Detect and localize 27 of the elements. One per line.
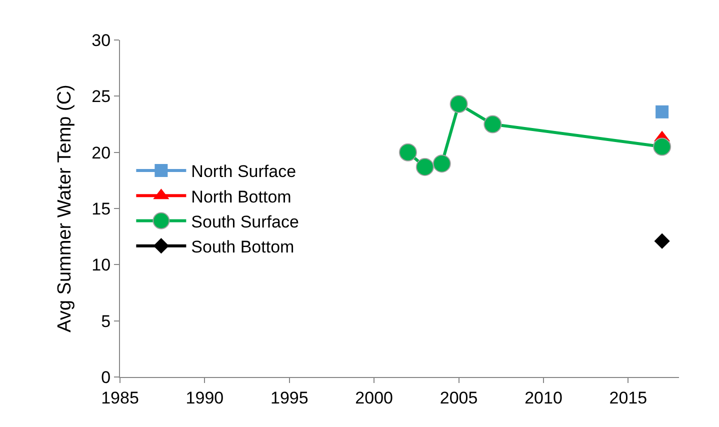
legend-label: North Bottom	[191, 187, 292, 206]
x-tick-label: 2010	[524, 388, 562, 408]
point	[432, 154, 451, 173]
legend-label: South Surface	[191, 212, 299, 232]
point	[653, 138, 672, 156]
point	[484, 115, 502, 134]
legend-label: North Surface	[191, 162, 296, 182]
point	[398, 143, 417, 162]
x-tick-label: 2015	[609, 388, 648, 408]
x-tick-label: 1985	[101, 388, 139, 408]
x-tick-label: 2000	[355, 388, 394, 408]
point	[654, 233, 670, 249]
y-tick-label: 0	[101, 368, 111, 387]
y-tick-label: 25	[92, 87, 111, 106]
point	[450, 95, 468, 114]
y-tick-label: 30	[92, 30, 111, 50]
y-tick-label: 10	[92, 256, 111, 275]
x-tick-label: 1995	[270, 388, 308, 408]
legend-label: South Bottom	[191, 237, 294, 256]
point	[416, 158, 434, 176]
y-tick-label: 5	[101, 312, 111, 331]
y-tick-label: 15	[92, 199, 111, 218]
x-tick-label: 1990	[186, 388, 224, 408]
x-tick-label: 2005	[440, 388, 478, 408]
y-axis-title: Avg Summer Water Temp (C)	[54, 84, 76, 332]
y-tick-label: 20	[92, 143, 111, 162]
point	[656, 105, 669, 118]
